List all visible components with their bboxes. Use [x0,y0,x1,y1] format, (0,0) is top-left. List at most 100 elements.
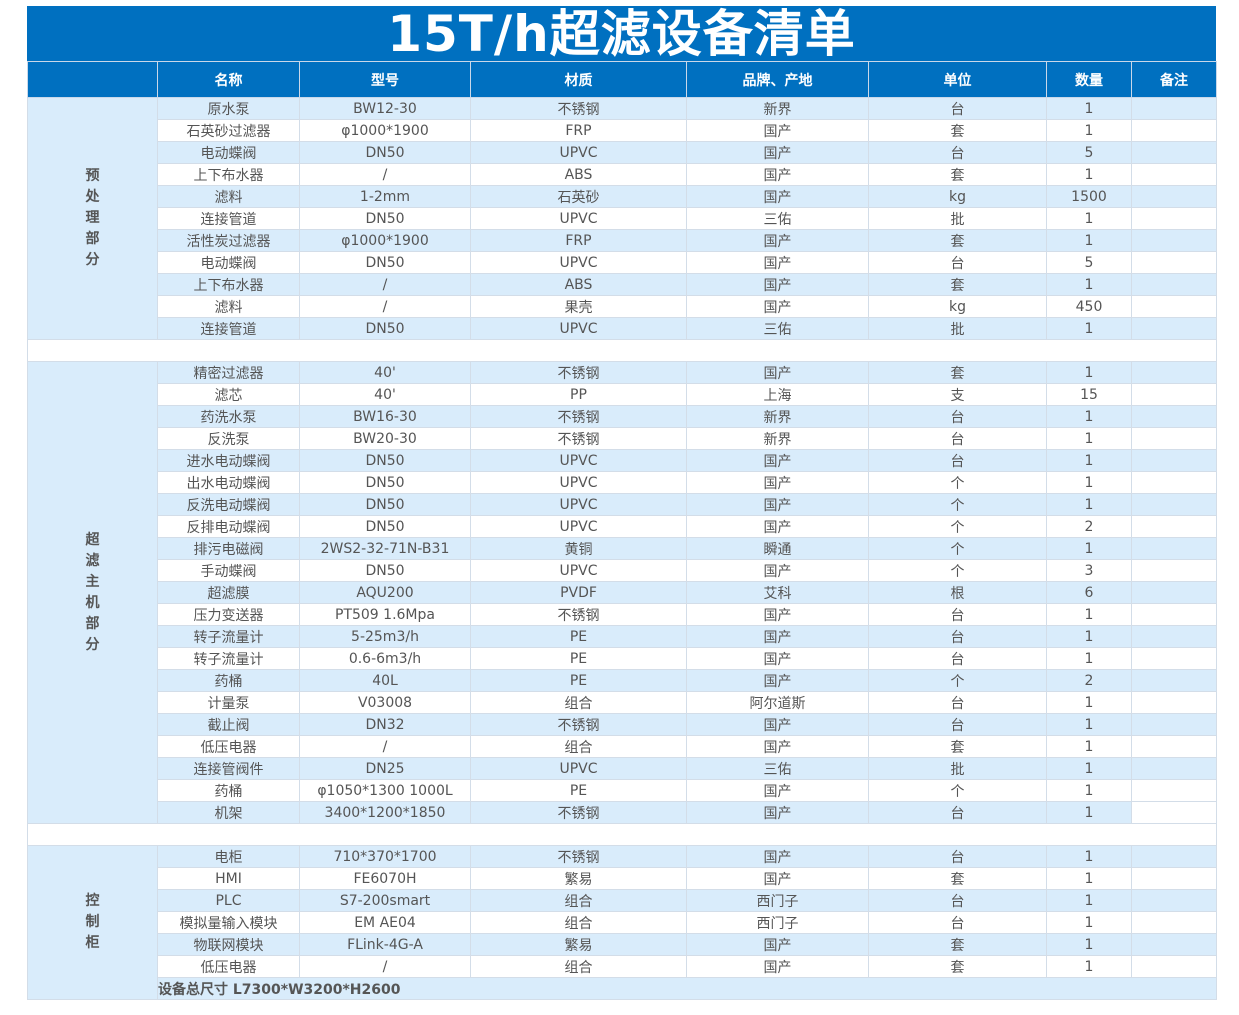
cell-quantity: 1 [1046,735,1132,758]
cell-model: BW16-30 [299,405,471,428]
cell-name: 连接管道 [157,207,300,230]
table-row: 活性炭过滤器 φ1000*1900 FRP 国产套 1 [28,229,1217,252]
cell-material: 石英砂 [470,185,687,208]
cell-brand: 国产 [686,867,869,890]
table-row: 计量泵 V03008 组合 阿尔道斯台 1 [28,691,1217,714]
table-row: 转子流量计 5-25m3/h PE 国产台 1 [28,625,1217,648]
cell-model: DN50 [299,471,471,494]
cell-material: 繁易 [470,867,687,890]
cell-quantity: 1 [1046,97,1132,120]
cell-name: 反洗泵 [157,427,300,450]
cell-model: S7-200smart [299,889,471,912]
cell-unit: 台 [868,141,1047,164]
cell-quantity: 3 [1046,559,1132,582]
cell-unit: 套 [868,119,1047,142]
cell-unit: 个 [868,559,1047,582]
cell-name: 计量泵 [157,691,300,714]
table-row: 反洗泵 BW20-30 不锈钢 新界台 1 [28,427,1217,450]
cell-unit: 套 [868,867,1047,890]
cell-quantity: 1 [1046,713,1132,736]
cell-name: PLC [157,889,300,912]
cell-brand: 国产 [686,251,869,274]
cell-material: 不锈钢 [470,603,687,626]
cell-brand: 国产 [686,229,869,252]
cell-name: 电柜 [157,845,300,868]
cell-name: 截止阀 [157,713,300,736]
cell-model: PT509 1.6Mpa [299,603,471,626]
cell-quantity: 1 [1046,757,1132,780]
cell-name: 原水泵 [157,97,300,120]
cell-material: UPVC [470,141,687,164]
cell-material: PE [470,647,687,670]
spacer-cell [27,823,1217,846]
table-row: 手动蝶阀 DN50 UPVC 国产个 3 [28,559,1217,582]
cell-remarks [1131,779,1217,802]
cell-name: 连接管阀件 [157,757,300,780]
table-row: 模拟量输入模块 EM AE04 组合 西门子台 1 [28,911,1217,934]
cell-unit: 套 [868,163,1047,186]
table-row: 超滤膜 AQU200 PVDF 艾科根 6 [28,581,1217,604]
cell-remarks [1131,735,1217,758]
footer-row: 设备总尺寸 L7300*W3200*H2600 [28,977,1217,1000]
header-model: 型号 [299,61,471,98]
table-row: 连接管阀件 DN25 UPVC 三佑批 1 [28,757,1217,780]
table-row: 滤芯 40' PP 上海支 15 [28,383,1217,406]
cell-name: 压力变送器 [157,603,300,626]
cell-unit: 台 [868,625,1047,648]
cell-name: 反排电动蝶阀 [157,515,300,538]
cell-material: 组合 [470,889,687,912]
cell-material: 黄铜 [470,537,687,560]
overall-dimensions: 设备总尺寸 L7300*W3200*H2600 [157,977,1217,1000]
cell-unit: 台 [868,97,1047,120]
header-section [27,61,158,98]
cell-model: 40L [299,669,471,692]
cell-unit: 个 [868,471,1047,494]
cell-unit: 个 [868,779,1047,802]
header-brand: 品牌、产地 [686,61,869,98]
cell-unit: 个 [868,669,1047,692]
cell-quantity: 1 [1046,427,1132,450]
cell-brand: 国产 [686,163,869,186]
cell-model: 40' [299,361,471,384]
cell-model: 5-25m3/h [299,625,471,648]
cell-quantity: 1 [1046,471,1132,494]
table-row: 石英砂过滤器 φ1000*1900 FRP 国产套 1 [28,119,1217,142]
spacer-cell [27,339,1217,362]
table-row: 预处理部分 原水泵 BW12-30 不锈钢 新界台 1 [27,97,1217,340]
cell-quantity: 1 [1046,603,1132,626]
cell-material: 不锈钢 [470,405,687,428]
page-title: 15T/h超滤设备清单 [27,6,1216,62]
table-row: 连接管道 DN50 UPVC 三佑批 1 [28,207,1217,230]
cell-quantity: 1 [1046,691,1132,714]
cell-unit: 套 [868,229,1047,252]
cell-name: 精密过滤器 [157,361,300,384]
cell-quantity: 2 [1046,669,1132,692]
cell-material: PVDF [470,581,687,604]
cell-brand: 国产 [686,141,869,164]
cell-material: ABS [470,273,687,296]
cell-name: 转子流量计 [157,647,300,670]
table-row: 转子流量计 0.6-6m3/h PE 国产台 1 [28,647,1217,670]
cell-unit: 批 [868,317,1047,340]
cell-unit: kg [868,295,1047,318]
cell-model: DN25 [299,757,471,780]
cell-unit: 台 [868,427,1047,450]
cell-brand: 国产 [686,185,869,208]
cell-quantity: 1 [1046,163,1132,186]
cell-model: V03008 [299,691,471,714]
cell-material: PE [470,669,687,692]
cell-brand: 国产 [686,713,869,736]
cell-unit: 套 [868,361,1047,384]
cell-brand: 国产 [686,845,869,868]
cell-quantity: 1 [1046,405,1132,428]
cell-unit: 支 [868,383,1047,406]
section-label: 控制柜 [27,845,158,1000]
cell-unit: 个 [868,537,1047,560]
cell-material: 不锈钢 [470,845,687,868]
header-remarks: 备注 [1131,61,1217,98]
table-row: PLC S7-200smart 组合 西门子台 1 [28,889,1217,912]
cell-remarks [1131,119,1217,142]
cell-remarks [1131,427,1217,450]
cell-quantity: 1 [1046,647,1132,670]
cell-remarks [1131,207,1217,230]
